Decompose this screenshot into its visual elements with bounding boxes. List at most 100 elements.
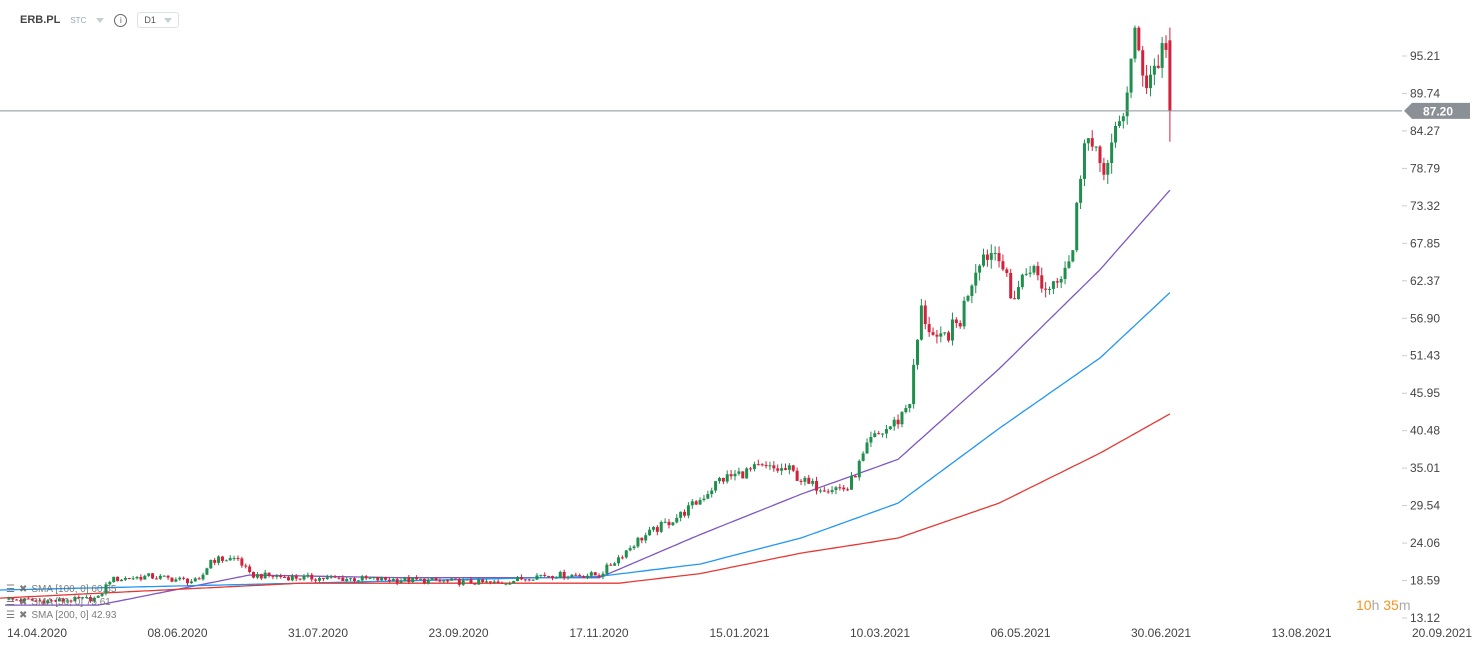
candle-body xyxy=(659,522,663,532)
candle-body xyxy=(380,577,384,581)
menu-icon[interactable]: ☰ xyxy=(6,610,15,621)
candle-body xyxy=(403,577,407,581)
candle-body xyxy=(174,579,178,582)
candle-body xyxy=(974,272,978,286)
candle-body xyxy=(694,501,698,505)
candle-body xyxy=(702,498,706,500)
candle-body xyxy=(438,580,442,582)
candle-body xyxy=(834,487,838,491)
y-tick-label: 73.32 xyxy=(1410,199,1440,213)
candle-body xyxy=(725,474,729,482)
candle-body xyxy=(764,464,768,467)
candle-body xyxy=(896,419,900,425)
candle-body xyxy=(1094,146,1098,148)
menu-icon[interactable]: ☰ xyxy=(6,584,15,595)
symbol-label[interactable]: ERB.PL xyxy=(20,14,61,26)
timer-minutes: 35 xyxy=(1383,597,1399,613)
candle-body xyxy=(982,254,986,266)
candle-body xyxy=(139,576,143,580)
close-icon[interactable]: ✖ xyxy=(18,584,28,595)
market-dropdown-icon[interactable] xyxy=(96,17,105,23)
timeframe-select[interactable]: D1 xyxy=(137,12,179,28)
candle-body xyxy=(1145,75,1149,89)
candle-body xyxy=(1063,267,1067,279)
candle-body xyxy=(279,575,283,578)
indicator-legend: ☰ ✖ SMA [100, 0] 60.65 ☰ ✖ SMA [50, 0] 75.61… xyxy=(6,583,116,622)
candle-body xyxy=(1032,266,1036,273)
candle-body xyxy=(935,334,939,337)
candle-body xyxy=(624,550,628,558)
candle-body xyxy=(151,573,155,579)
candle-body xyxy=(826,491,830,493)
candle-body xyxy=(1121,116,1125,122)
candle-body xyxy=(201,574,205,580)
candle-body xyxy=(519,576,523,580)
candle-body xyxy=(535,575,539,580)
candle-body xyxy=(772,465,776,469)
candle-body xyxy=(430,578,434,580)
candle-body xyxy=(531,579,535,581)
candle-body xyxy=(799,480,803,482)
candle-body xyxy=(310,574,314,580)
candle-body xyxy=(547,575,551,577)
candle-body xyxy=(997,253,1001,262)
candle-body xyxy=(690,501,694,506)
candle-body xyxy=(516,576,520,581)
candle-body xyxy=(356,580,360,582)
candle-body xyxy=(1009,272,1013,299)
candle-body xyxy=(749,468,753,470)
candle-body xyxy=(154,578,158,580)
candle-body xyxy=(127,578,131,580)
candle-body xyxy=(442,580,446,582)
candle-body xyxy=(469,579,473,584)
candle-body xyxy=(671,522,675,526)
candle-body xyxy=(434,578,438,581)
candle-body xyxy=(842,487,846,490)
candle-body xyxy=(15,599,19,601)
candle-body xyxy=(791,465,795,471)
candle-body xyxy=(488,581,492,583)
candle-body xyxy=(1013,298,1017,300)
candle-body xyxy=(368,578,372,580)
candle-body xyxy=(1048,288,1052,290)
candle-body xyxy=(244,565,248,567)
candle-body xyxy=(1152,65,1156,75)
candle-body xyxy=(609,564,613,566)
candle-body xyxy=(53,600,57,602)
candle-body xyxy=(869,436,873,443)
info-icon[interactable]: i xyxy=(114,13,128,27)
candle-body xyxy=(217,556,221,563)
legend-item-sma200[interactable]: ☰ ✖ SMA [200, 0] 42.93 xyxy=(6,609,116,622)
candle-body xyxy=(170,577,174,582)
y-tick-label: 56.90 xyxy=(1410,311,1440,325)
candle-body xyxy=(446,580,450,582)
candle-body xyxy=(85,597,89,599)
candle-body xyxy=(989,253,993,260)
close-icon[interactable]: ✖ xyxy=(18,610,28,621)
candle-body xyxy=(236,558,240,560)
candle-body xyxy=(578,575,582,577)
candle-body xyxy=(473,583,477,585)
candle-body xyxy=(1040,275,1044,289)
y-tick-label: 67.85 xyxy=(1410,236,1440,250)
timer-h: h xyxy=(1371,597,1380,613)
candle-body xyxy=(228,558,232,561)
candle-body xyxy=(104,584,108,594)
candle-body xyxy=(283,577,287,579)
candle-body xyxy=(1059,278,1063,283)
candle-body xyxy=(92,597,96,602)
close-icon[interactable]: ✖ xyxy=(18,597,28,608)
candle-body xyxy=(539,574,543,576)
legend-item-sma100[interactable]: ☰ ✖ SMA [100, 0] 60.65 xyxy=(6,583,116,596)
candle-body xyxy=(376,577,380,581)
candle-body xyxy=(147,573,151,576)
candle-body xyxy=(818,490,822,492)
candle-body xyxy=(34,600,38,602)
candle-body xyxy=(737,471,741,474)
candle-body xyxy=(815,481,819,491)
legend-item-sma50[interactable]: ☰ ✖ SMA [50, 0] 75.61 xyxy=(6,596,116,609)
candle-body xyxy=(19,600,23,602)
menu-icon[interactable]: ☰ xyxy=(6,597,15,608)
candle-body xyxy=(655,527,659,532)
